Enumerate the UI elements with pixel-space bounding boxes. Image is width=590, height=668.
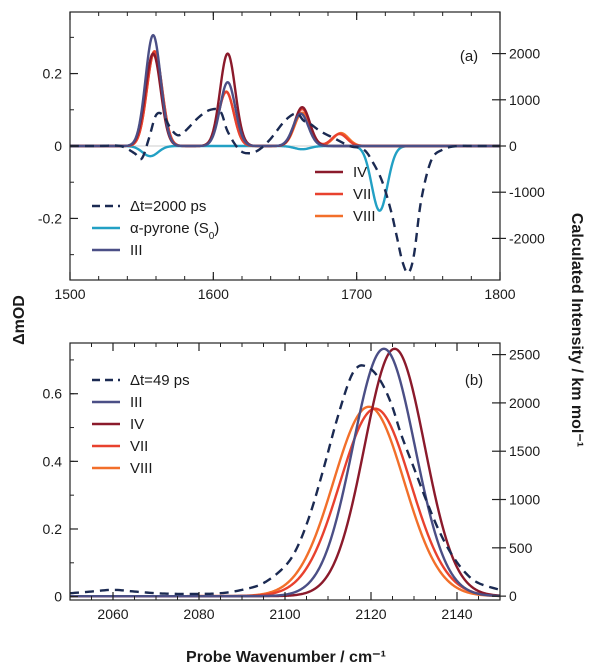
x-tick-label: 2120 bbox=[355, 606, 386, 622]
y-right-tick-label: 0 bbox=[509, 588, 517, 604]
y-left-tick-label: -0.2 bbox=[38, 210, 62, 226]
panel-label: (a) bbox=[460, 48, 478, 65]
legend-label-IV: IV bbox=[353, 164, 367, 181]
left-axis-title: ΔmOD bbox=[11, 295, 28, 345]
panel-b-spectrum: 2060 2080 2100 2120 2140 0 0.2 0.4 0.6 0 500 1000 15… bbox=[43, 342, 540, 622]
legend-label-VIII: VIII bbox=[353, 208, 376, 225]
y-right-tick-label: 1500 bbox=[509, 443, 540, 459]
series-line-VII bbox=[70, 50, 500, 148]
y-right-tick-label: -2000 bbox=[509, 230, 545, 246]
y-right-tick-label: 500 bbox=[509, 540, 533, 556]
legend-label-pyrone: α-pyrone (S0) bbox=[130, 220, 219, 242]
legend-label-VII: VII bbox=[130, 438, 148, 455]
y-right-tick-label: 2000 bbox=[509, 395, 540, 411]
x-tick-label: 1800 bbox=[484, 286, 515, 302]
series-line-III bbox=[70, 33, 500, 148]
legend-label-exp: Δt=49 ps bbox=[130, 372, 190, 389]
panel-a-spectrum: 1500 1600 1700 1800 0.2 0 -0.2 2000 1000 0 -1000 -2… bbox=[38, 11, 545, 302]
series-line-VIII bbox=[70, 50, 500, 148]
y-right-tick-label: -1000 bbox=[509, 184, 545, 200]
y-left-tick-label: 0.4 bbox=[43, 453, 63, 469]
x-tick-label: 1500 bbox=[54, 286, 85, 302]
bottom-axis-title: Probe Wavenumber / cm⁻¹ bbox=[186, 649, 386, 666]
legend-label-VII: VII bbox=[353, 186, 371, 203]
x-tick-label: 1600 bbox=[198, 286, 229, 302]
y-right-tick-label: 2000 bbox=[509, 46, 540, 62]
plot-area bbox=[70, 33, 500, 275]
x-tick-label: 2140 bbox=[441, 606, 472, 622]
y-left-tick-label: 0.2 bbox=[43, 521, 63, 537]
series-line-IV bbox=[70, 52, 500, 148]
legend-label-exp: Δt=2000 ps bbox=[130, 198, 206, 215]
y-left-tick-label: 0.2 bbox=[43, 66, 63, 82]
legend-label-III: III bbox=[130, 242, 143, 259]
y-left-tick-label: 0.6 bbox=[43, 386, 63, 402]
legend-label-III: III bbox=[130, 394, 143, 411]
x-tick-label: 1700 bbox=[341, 286, 372, 302]
y-left-tick-label: 0 bbox=[54, 138, 62, 154]
legend-label-IV: IV bbox=[130, 416, 144, 433]
panel-label: (b) bbox=[465, 372, 483, 389]
x-tick-label: 2100 bbox=[269, 606, 300, 622]
x-tick-label: 2080 bbox=[183, 606, 214, 622]
series-line-exp bbox=[70, 364, 500, 596]
y-right-tick-label: 0 bbox=[509, 138, 517, 154]
legend-label-VIII: VIII bbox=[130, 460, 153, 477]
right-axis-title: Calculated Intensity / km mol⁻¹ bbox=[568, 213, 585, 447]
y-right-tick-label: 2500 bbox=[509, 347, 540, 363]
y-right-tick-label: 1000 bbox=[509, 492, 540, 508]
series-line-exp bbox=[70, 107, 500, 275]
y-right-tick-label: 1000 bbox=[509, 92, 540, 108]
x-tick-label: 2060 bbox=[97, 606, 128, 622]
y-left-tick-label: 0 bbox=[54, 589, 62, 605]
